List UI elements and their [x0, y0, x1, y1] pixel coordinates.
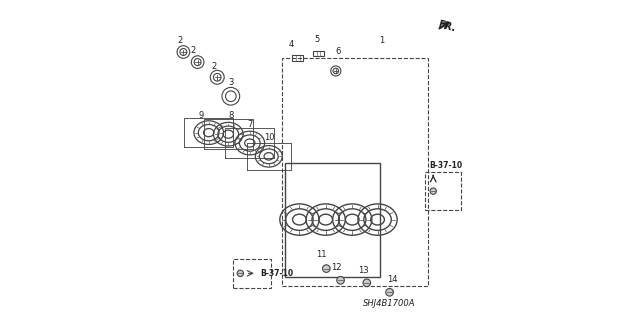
Text: B-37-10: B-37-10 — [260, 269, 293, 278]
Text: 14: 14 — [387, 275, 398, 284]
Text: 1: 1 — [379, 36, 384, 45]
Text: 8: 8 — [228, 111, 234, 120]
Bar — [233, 259, 271, 287]
Text: 9: 9 — [199, 111, 204, 120]
Text: 2: 2 — [177, 36, 182, 45]
Text: B-37-10: B-37-10 — [429, 161, 462, 170]
Circle shape — [323, 265, 330, 272]
Text: 2: 2 — [191, 46, 196, 55]
Text: 2: 2 — [211, 62, 217, 71]
Bar — [282, 58, 428, 286]
Text: FR.: FR. — [436, 19, 456, 33]
Circle shape — [386, 288, 394, 296]
Text: 11: 11 — [316, 250, 327, 259]
Text: 4: 4 — [288, 40, 294, 48]
Bar — [292, 56, 303, 61]
Text: 7: 7 — [247, 120, 253, 129]
Text: 5: 5 — [314, 35, 319, 44]
Text: 10: 10 — [264, 133, 275, 143]
Circle shape — [337, 277, 344, 284]
Text: 3: 3 — [228, 78, 234, 87]
Bar — [285, 163, 380, 277]
Circle shape — [430, 188, 436, 194]
Text: 6: 6 — [335, 48, 341, 56]
Bar — [425, 172, 461, 210]
Circle shape — [363, 279, 371, 286]
Circle shape — [237, 270, 243, 277]
Text: 12: 12 — [331, 263, 342, 272]
Bar — [313, 51, 324, 56]
Text: SHJ4B1700A: SHJ4B1700A — [364, 299, 416, 308]
Text: 13: 13 — [358, 266, 369, 275]
